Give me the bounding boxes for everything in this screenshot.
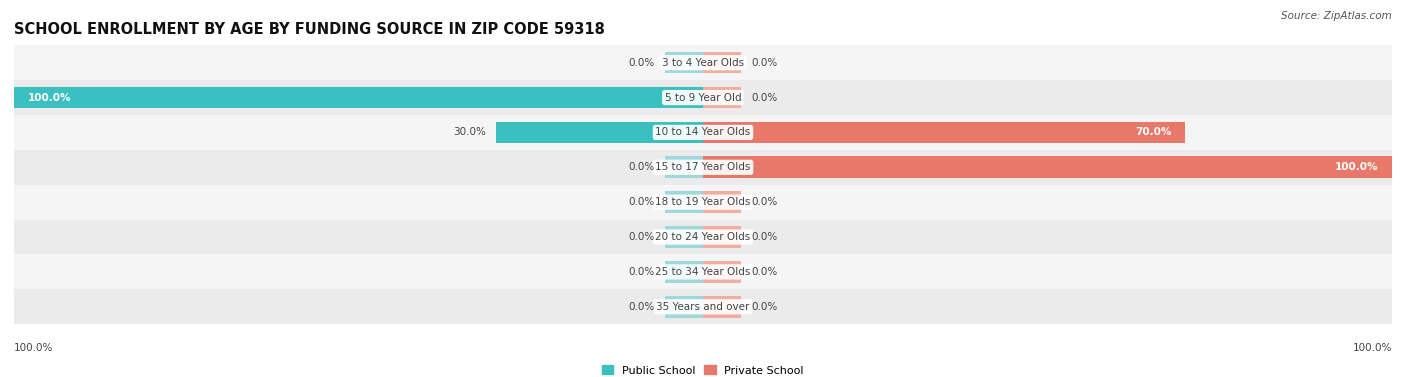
Bar [665,226,703,248]
Bar [14,219,1392,254]
Text: 0.0%: 0.0% [628,58,655,68]
Text: 0.0%: 0.0% [751,302,778,312]
Bar [703,192,741,213]
Text: 0.0%: 0.0% [628,302,655,312]
Bar [14,289,1392,324]
Bar [14,150,1392,185]
Text: 0.0%: 0.0% [751,58,778,68]
Text: 25 to 34 Year Olds: 25 to 34 Year Olds [655,267,751,277]
Bar [14,87,703,108]
Legend: Public School, Private School: Public School, Private School [598,361,808,377]
Text: 5 to 9 Year Old: 5 to 9 Year Old [665,92,741,103]
Bar [703,87,741,108]
Text: 0.0%: 0.0% [751,197,778,207]
Bar [496,122,703,143]
Text: 30.0%: 30.0% [453,127,486,138]
Bar [703,122,1185,143]
Text: 0.0%: 0.0% [751,92,778,103]
Bar [14,80,1392,115]
Text: 0.0%: 0.0% [628,232,655,242]
Bar [665,52,703,74]
Text: SCHOOL ENROLLMENT BY AGE BY FUNDING SOURCE IN ZIP CODE 59318: SCHOOL ENROLLMENT BY AGE BY FUNDING SOUR… [14,22,605,37]
Text: 100.0%: 100.0% [14,343,53,353]
Text: 100.0%: 100.0% [28,92,72,103]
Text: 70.0%: 70.0% [1135,127,1171,138]
Text: 10 to 14 Year Olds: 10 to 14 Year Olds [655,127,751,138]
Text: Source: ZipAtlas.com: Source: ZipAtlas.com [1281,11,1392,21]
Bar [14,45,1392,80]
Text: 18 to 19 Year Olds: 18 to 19 Year Olds [655,197,751,207]
Text: 0.0%: 0.0% [751,232,778,242]
Text: 35 Years and over: 35 Years and over [657,302,749,312]
Text: 0.0%: 0.0% [751,267,778,277]
Bar [14,254,1392,290]
Text: 0.0%: 0.0% [628,267,655,277]
Bar [665,296,703,317]
Bar [703,261,741,283]
Bar [665,261,703,283]
Bar [665,156,703,178]
Bar [703,52,741,74]
Text: 0.0%: 0.0% [628,197,655,207]
Bar [703,226,741,248]
Bar [665,192,703,213]
Text: 100.0%: 100.0% [1353,343,1392,353]
Text: 3 to 4 Year Olds: 3 to 4 Year Olds [662,58,744,68]
Bar [14,115,1392,150]
Text: 100.0%: 100.0% [1334,162,1378,172]
Text: 15 to 17 Year Olds: 15 to 17 Year Olds [655,162,751,172]
Text: 0.0%: 0.0% [628,162,655,172]
Bar [703,296,741,317]
Bar [14,185,1392,219]
Text: 20 to 24 Year Olds: 20 to 24 Year Olds [655,232,751,242]
Bar [703,156,1392,178]
